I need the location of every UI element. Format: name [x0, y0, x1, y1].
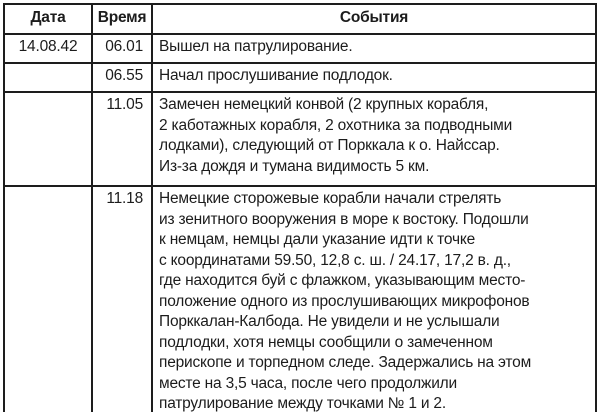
header-row: Дата Время События	[3, 3, 597, 35]
header-events: События	[151, 3, 597, 35]
event-cell: Замечен немецкий конвой (2 крупных кораб…	[151, 91, 597, 187]
event-cell: Начал прослушивание подлодок.	[151, 62, 597, 93]
date-cell	[3, 185, 93, 412]
time-cell: 06.01	[91, 33, 153, 64]
event-cell: Немецкие сторожевые корабли начали стрел…	[151, 185, 597, 412]
table-row: 14.08.42 06.01 Вышел на патрулирование.	[3, 33, 597, 64]
date-cell	[3, 62, 93, 93]
time-cell: 11.18	[91, 185, 153, 412]
time-cell: 06.55	[91, 62, 153, 93]
date-cell: 14.08.42	[3, 33, 93, 64]
patrol-log-table: Дата Время События 14.08.42 06.01 Вышел …	[3, 3, 597, 412]
table-row: 06.55 Начал прослушивание подлодок.	[3, 62, 597, 93]
table-row: 11.05 Замечен немецкий конвой (2 крупных…	[3, 91, 597, 187]
header-time: Время	[91, 3, 153, 35]
time-cell: 11.05	[91, 91, 153, 187]
header-date: Дата	[3, 3, 93, 35]
table-row: 11.18 Немецкие сторожевые корабли начали…	[3, 185, 597, 412]
event-cell: Вышел на патрулирование.	[151, 33, 597, 64]
date-cell	[3, 91, 93, 187]
